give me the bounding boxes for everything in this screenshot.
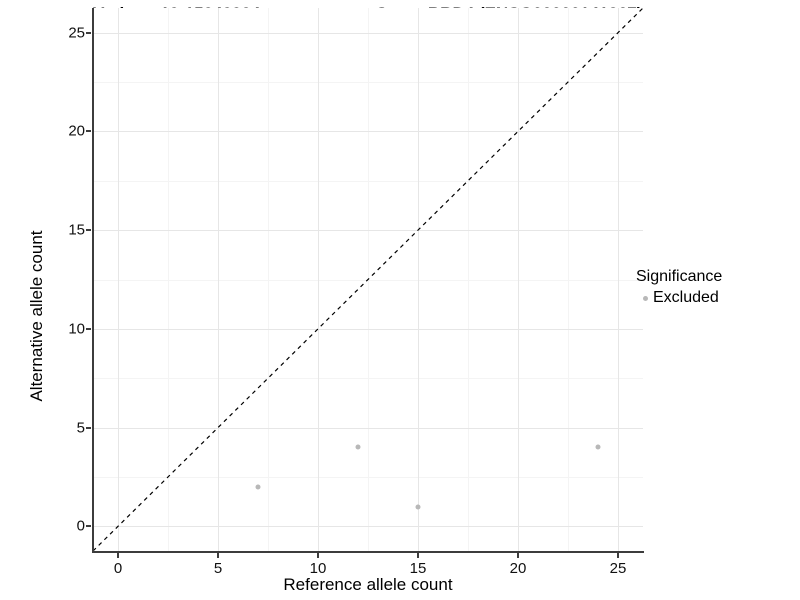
x-tick-label: 0	[113, 560, 123, 577]
y-tick-mark	[86, 426, 91, 429]
x-tick-label: 25	[609, 560, 627, 577]
x-tick-label: 20	[509, 560, 527, 577]
major-gridline-horizontal	[93, 328, 643, 330]
major-gridline-vertical	[418, 8, 419, 551]
legend-entry-excluded: Excluded	[636, 289, 722, 307]
legend-title: Significance	[636, 268, 723, 285]
y-axis-title: Alternative allele count	[27, 230, 46, 402]
major-gridline-vertical	[518, 8, 519, 551]
y-tick-mark	[86, 327, 91, 330]
data-point	[595, 444, 601, 450]
x-tick-label: 5	[213, 560, 223, 577]
major-gridline-horizontal	[93, 131, 643, 133]
major-gridline-horizontal	[93, 427, 643, 429]
minor-gridline-horizontal	[93, 476, 643, 478]
y-tick-mark	[86, 229, 91, 232]
x-tick-mark	[217, 553, 219, 558]
data-point	[415, 504, 421, 510]
y-tick-label: 20	[68, 122, 85, 140]
identity-dashed-line	[92, 7, 644, 552]
major-gridline-horizontal	[93, 230, 643, 232]
data-point	[255, 484, 261, 490]
legend-entry-label: Excluded	[653, 289, 719, 306]
y-tick-label: 25	[68, 24, 85, 42]
x-tick-mark	[517, 553, 519, 558]
major-gridline-horizontal	[93, 32, 643, 34]
x-tick-mark	[117, 553, 119, 558]
excluded-dot-icon	[643, 295, 648, 301]
y-tick-mark	[86, 525, 91, 528]
major-gridline-vertical	[618, 8, 619, 551]
x-tick-mark	[317, 553, 319, 558]
x-tick-mark	[417, 553, 419, 558]
data-point	[355, 444, 361, 450]
y-tick-label: 10	[68, 320, 85, 338]
y-tick-label: 0	[76, 517, 85, 535]
y-tick-mark	[86, 31, 91, 34]
x-tick-label: 15	[409, 560, 427, 577]
minor-gridline-horizontal	[93, 180, 643, 182]
y-tick-mark	[86, 130, 91, 133]
y-tick-label: 5	[76, 419, 85, 437]
y-tick-label: 15	[68, 221, 85, 239]
minor-gridline-horizontal	[93, 82, 643, 84]
legend: Significance Excluded	[636, 268, 722, 307]
y-axis-line	[92, 8, 94, 553]
x-axis-line	[92, 551, 644, 553]
major-gridline-vertical	[318, 8, 319, 551]
major-gridline-vertical	[218, 8, 219, 551]
x-tick-mark	[617, 553, 619, 558]
plot-panel: 0 5 10 15 20 25 0 5 10 15 20 25	[68, 7, 644, 577]
minor-gridline-horizontal	[93, 378, 643, 380]
x-tick-label: 10	[309, 560, 327, 577]
x-axis-title: Reference allele count	[283, 575, 453, 594]
major-gridline-horizontal	[93, 526, 643, 528]
major-gridline-vertical	[118, 8, 119, 551]
